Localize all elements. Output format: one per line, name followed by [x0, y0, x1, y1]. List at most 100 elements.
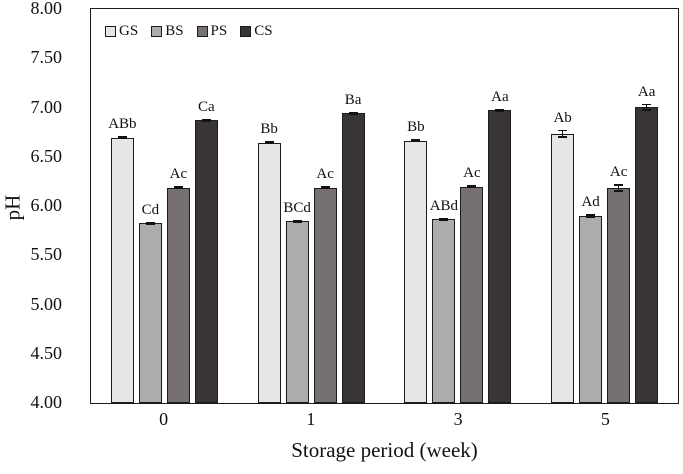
bar-slot-CS-week1: Ba	[341, 9, 365, 403]
bar-group-week0: ABb Cd Ac Ca	[91, 9, 238, 403]
x-tick-label: 0	[159, 409, 169, 429]
legend-swatch-CS	[240, 26, 252, 37]
bar-slot-PS-week0: Ac	[166, 9, 190, 403]
y-tick-label: 8.00	[30, 0, 63, 18]
y-tick-label: 7.00	[30, 96, 63, 117]
bar-slot-BS-week1: BCd	[283, 9, 311, 403]
bar-label-GS-week1: Bb	[260, 121, 278, 138]
bar-CS-week5	[635, 107, 659, 403]
legend-swatch-BS	[151, 26, 163, 37]
legend-swatch-GS	[105, 26, 116, 37]
error-bar-PS-week5	[614, 183, 624, 192]
legend-item-PS: PS	[196, 23, 228, 40]
bars-row: ABb Cd Ac Ca Bb BCd Ac Ba Bb ABd Ac Aa Ab Ad Ac Aa	[91, 9, 678, 403]
bar-label-CS-week0: Ca	[198, 98, 215, 115]
bar-BS-week0	[138, 223, 162, 403]
legend-item-BS: BS	[151, 23, 184, 40]
bar-slot-PS-week1: Ac	[313, 9, 337, 403]
error-bar-BS-week3	[439, 217, 449, 221]
y-tick-label: 4.50	[30, 342, 63, 363]
bar-slot-GS-week3: Bb	[404, 9, 428, 403]
bar-label-CS-week1: Ba	[344, 91, 362, 108]
bar-slot-BS-week5: Ad	[579, 9, 603, 403]
bar-slot-PS-week5: Ac	[607, 9, 631, 403]
legend-label: PS	[210, 23, 228, 39]
bar-PS-week3	[460, 186, 484, 403]
bar-GS-week5	[551, 133, 575, 403]
bar-slot-GS-week5: Ab	[551, 9, 575, 403]
bar-slot-CS-week0: Ca	[194, 9, 218, 403]
bar-label-CS-week5: Aa	[637, 83, 656, 100]
bar-label-PS-week0: Ac	[169, 166, 188, 183]
bar-BS-week1	[285, 221, 309, 403]
bar-PS-week1	[313, 187, 337, 403]
bar-BS-week3	[432, 219, 456, 403]
y-tick-label: 4.00	[30, 392, 63, 412]
y-axis-tick-labels: 8.00 7.50 7.00 6.50 6.00 5.50 5.00 4.50 4.00	[0, 0, 63, 474]
error-bar-CS-week3	[495, 108, 505, 112]
legend-label: CS	[254, 23, 273, 39]
bar-label-GS-week5: Ab	[553, 109, 572, 126]
bar-slot-BS-week3: ABd	[429, 9, 459, 403]
error-bar-PS-week0	[173, 186, 183, 190]
bar-CS-week3	[488, 110, 512, 403]
y-tick-label: 5.50	[30, 244, 63, 265]
bar-label-BS-week0: Cd	[141, 201, 160, 218]
legend-item-GS: GS	[105, 23, 138, 40]
bar-label-PS-week5: Ac	[609, 163, 628, 180]
legend-item-CS: CS	[240, 23, 273, 40]
bar-GS-week0	[110, 137, 134, 403]
y-tick-label: 7.50	[30, 47, 63, 68]
bar-slot-PS-week3: Ac	[460, 9, 484, 403]
bar-CS-week1	[341, 113, 365, 403]
bar-PS-week5	[607, 187, 631, 403]
error-bar-BS-week1	[292, 219, 302, 223]
bar-slot-CS-week5: Aa	[635, 9, 659, 403]
bar-label-GS-week0: ABb	[108, 116, 137, 133]
plot-area: GS BS PS CS ABb Cd Ac Ca Bb BCd Ac Ba Bb ABd Ac Aa Ab Ad…	[90, 8, 679, 404]
bar-label-BS-week1: BCd	[283, 199, 311, 216]
error-bar-CS-week0	[201, 118, 211, 122]
error-bar-GS-week5	[558, 129, 568, 138]
x-tick-label: 5	[600, 409, 610, 429]
bar-label-PS-week3: Ac	[463, 165, 481, 182]
bar-label-BS-week5: Ad	[581, 194, 600, 211]
bar-slot-CS-week3: Aa	[488, 9, 512, 403]
y-tick-label: 6.50	[30, 145, 63, 166]
error-bar-CS-week5	[642, 103, 652, 111]
error-bar-BS-week0	[145, 221, 155, 225]
bar-BS-week5	[579, 216, 603, 403]
legend: GS BS PS CS	[105, 23, 273, 40]
error-bar-CS-week1	[348, 111, 358, 115]
error-bar-PS-week1	[320, 186, 330, 190]
error-bar-GS-week1	[264, 141, 274, 145]
legend-swatch-PS	[196, 26, 208, 37]
error-bar-GS-week0	[117, 136, 127, 140]
x-axis-tick-labels: 0 1 3 5	[90, 409, 679, 430]
legend-label: BS	[165, 23, 184, 39]
bar-label-GS-week3: Bb	[407, 119, 425, 136]
error-bar-PS-week3	[467, 185, 477, 189]
bar-label-BS-week3: ABd	[429, 197, 459, 214]
error-bar-GS-week3	[411, 139, 421, 143]
x-tick-label: 3	[453, 409, 463, 429]
bar-group-week5: Ab Ad Ac Aa	[531, 9, 678, 403]
bar-GS-week1	[257, 142, 281, 403]
bar-slot-GS-week0: ABb	[108, 9, 137, 403]
bar-group-week1: Bb BCd Ac Ba	[238, 9, 385, 403]
bar-group-week3: Bb ABd Ac Aa	[385, 9, 532, 403]
y-axis-title: pH	[0, 194, 25, 221]
error-bar-BS-week5	[586, 214, 596, 219]
x-tick-label: 1	[306, 409, 316, 429]
bar-slot-BS-week0: Cd	[138, 9, 162, 403]
y-tick-label: 6.00	[30, 195, 63, 215]
bar-slot-GS-week1: Bb	[257, 9, 281, 403]
bar-GS-week3	[404, 140, 428, 403]
y-tick-label: 5.00	[30, 293, 63, 314]
x-axis-title: Storage period (week)	[291, 438, 478, 462]
legend-label: GS	[119, 23, 139, 39]
bar-PS-week0	[166, 187, 190, 403]
bar-CS-week0	[194, 120, 218, 403]
bar-label-CS-week3: Aa	[491, 88, 509, 105]
